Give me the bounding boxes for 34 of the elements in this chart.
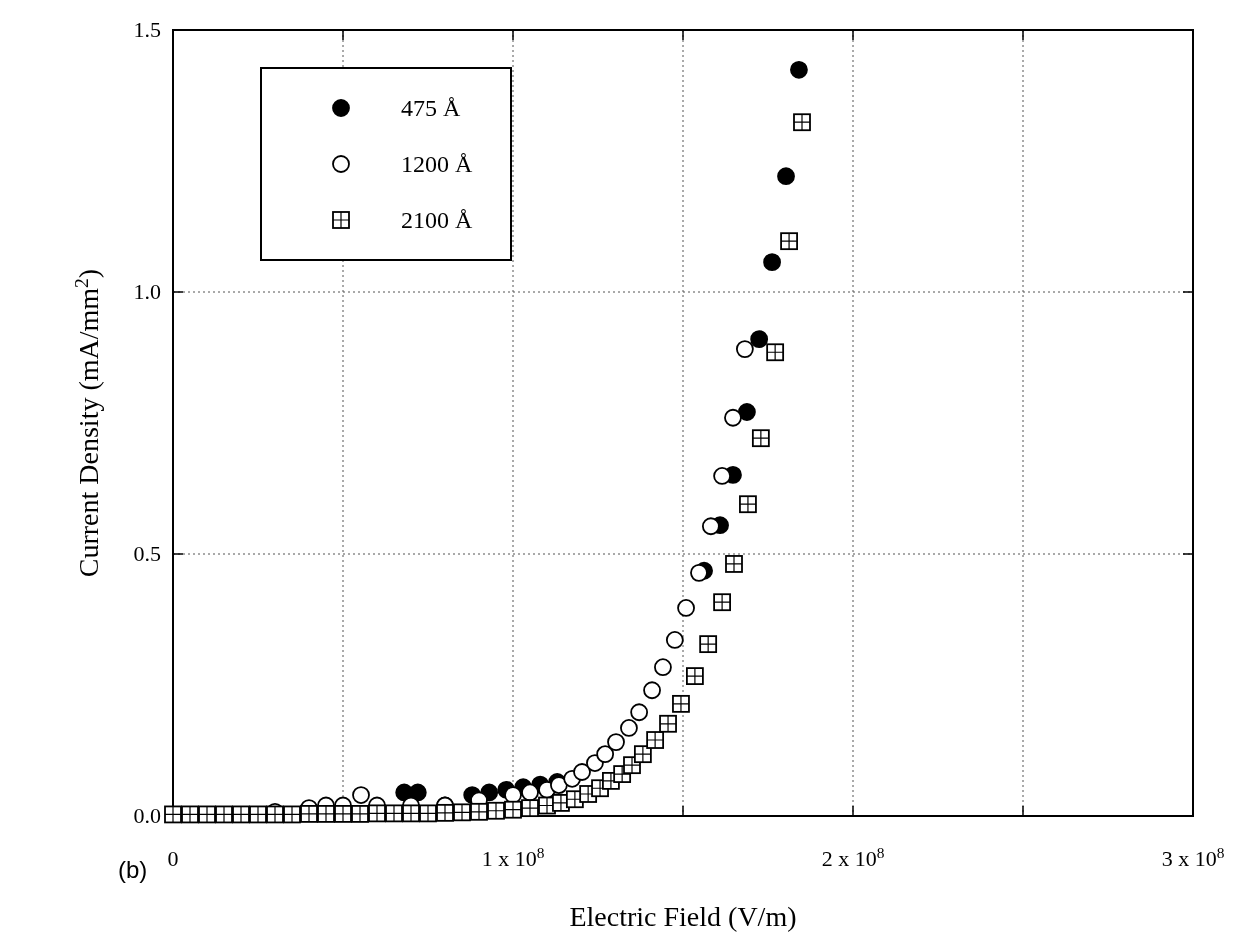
text: (b) — [118, 856, 148, 883]
point — [596, 745, 615, 764]
point — [620, 719, 638, 737]
legend-label: 2100 Å — [401, 207, 473, 233]
point — [735, 340, 754, 359]
point — [654, 658, 672, 677]
x-axis-title: Electric Field (V/m) — [569, 901, 797, 932]
point — [738, 403, 756, 421]
legend-label: 1200 Å — [401, 151, 473, 177]
point — [724, 408, 742, 427]
y-tick-label: 0.0 — [133, 803, 161, 828]
y-tick-label: 0.5 — [133, 541, 161, 566]
legend-label: 475 Å — [401, 95, 461, 121]
point — [573, 763, 591, 781]
x-tick-label: 3 x 10$^{8}$ — [1161, 843, 1225, 871]
point — [352, 786, 370, 804]
point — [750, 330, 769, 349]
point — [790, 60, 808, 79]
point — [630, 703, 649, 722]
point — [713, 467, 731, 485]
y-tick-label: 1.5 — [133, 17, 161, 42]
point — [701, 517, 720, 536]
point — [690, 563, 708, 582]
point — [763, 253, 781, 272]
x-tick-label: 0 — [167, 846, 179, 871]
point — [643, 681, 661, 700]
point — [607, 733, 625, 752]
point — [665, 631, 684, 649]
point — [777, 167, 795, 186]
x-tick-label: 2 x 10$^{8}$ — [821, 843, 885, 871]
x-tick-label: 1 x 10$^{8}$ — [481, 843, 545, 871]
y-tick-label: 1.0 — [133, 279, 161, 304]
point — [677, 599, 695, 617]
point — [521, 783, 539, 802]
